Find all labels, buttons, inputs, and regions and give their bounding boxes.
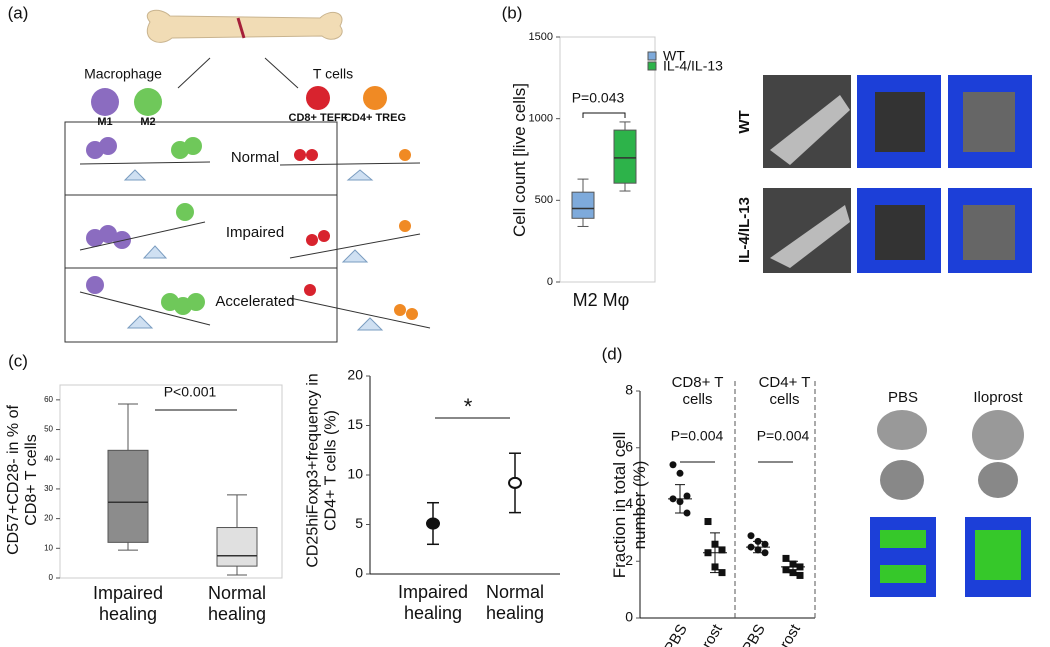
annotation-line — [582, 112, 626, 118]
data-point — [747, 532, 755, 540]
image-row-label: WT — [736, 110, 753, 133]
legend-swatch — [647, 61, 657, 71]
cell-label: CD4+ TREG — [344, 112, 406, 124]
panel-label: (c) — [8, 351, 28, 370]
data-point — [669, 461, 677, 469]
x-tick-label: PBS — [739, 621, 769, 647]
data-point — [761, 540, 769, 548]
box — [613, 129, 637, 184]
y-tick-label: 0 — [625, 609, 633, 625]
y-tick-label: 5 — [355, 515, 363, 531]
y-axis-title: CD57+CD28- in % of CD8+ T cells — [5, 405, 41, 555]
data-point — [683, 509, 691, 517]
x-axis-title: M2 Mφ — [573, 290, 630, 310]
legend-label: WT — [663, 48, 685, 64]
y-tick-label: 0 — [355, 565, 363, 581]
mean-marker — [508, 476, 522, 489]
y-tick-label: 1500 — [529, 31, 553, 43]
state-label: Normal — [231, 149, 279, 166]
y-tick-label: 15 — [347, 416, 363, 432]
x-tick-label: Iloprost — [765, 621, 805, 647]
y-tick-label: 4 — [625, 495, 633, 511]
y-tick-label: 6 — [625, 438, 633, 454]
y-tick-label: 0 — [547, 276, 553, 288]
panel-label: (a) — [8, 3, 29, 22]
x-tick-label: Impaired healing — [397, 582, 469, 623]
x-tick-label: Normal healing — [207, 583, 267, 624]
image-row-label: IL-4/IL-13 — [736, 197, 753, 263]
y-tick-label: 10 — [44, 543, 53, 552]
mean-marker — [426, 517, 440, 530]
arrow — [264, 57, 299, 89]
x-tick-label: PBS — [661, 621, 691, 647]
y-tick-label: 2 — [625, 552, 633, 568]
state-label: Impaired — [226, 224, 284, 241]
data-point — [782, 554, 790, 562]
diagram-box — [64, 121, 338, 343]
data-point — [704, 518, 712, 526]
x-tick-label: Normal healing — [485, 582, 545, 623]
box — [571, 191, 595, 219]
group-label: T cells — [313, 66, 353, 82]
legend-label: IL-4/IL-13 — [663, 58, 723, 74]
y-tick-label: 30 — [44, 484, 53, 493]
annotation: P=0.004 — [671, 428, 724, 444]
y-axis-title: Cell count [live cells] — [510, 83, 529, 238]
data-point — [718, 569, 726, 577]
y-tick-label: 20 — [347, 367, 363, 383]
state-label: Accelerated — [215, 293, 294, 310]
bone — [147, 9, 343, 43]
cell-label: M1 — [97, 116, 112, 128]
annotation: P<0.001 — [164, 384, 217, 400]
data-point — [683, 492, 691, 500]
y-axis-title: Fraction in total cell number (%) — [610, 431, 649, 579]
y-tick-label: 40 — [44, 454, 53, 463]
y-tick-label: 50 — [44, 425, 53, 434]
image-col-label: PBS — [888, 389, 918, 406]
data-point — [676, 469, 684, 477]
image-col-label: Iloprost — [973, 389, 1023, 406]
cell-icons — [79, 86, 431, 331]
data-point — [796, 571, 804, 579]
y-tick-label: 10 — [347, 466, 363, 482]
x-tick-label: Iloprost — [687, 621, 727, 647]
panel-label: (b) — [502, 3, 523, 22]
image-grid — [763, 75, 1032, 273]
y-axis-title: CD25hiFoxp3+frequency in CD4+ T cells (%… — [304, 372, 340, 568]
y-tick-label: 8 — [625, 382, 633, 398]
annotation: P=0.004 — [757, 428, 810, 444]
x-tick-label: Impaired healing — [92, 583, 164, 624]
group-label: CD4+ T cells — [758, 374, 811, 409]
plot-frame — [559, 36, 656, 283]
box — [216, 527, 258, 567]
y-tick-label: 20 — [44, 514, 53, 523]
y-tick-label: 0 — [49, 573, 54, 582]
panel-label: (d) — [602, 344, 623, 363]
annotation: * — [464, 394, 473, 419]
group-label: Macrophage — [84, 66, 162, 82]
group-label: CD8+ T cells — [671, 374, 724, 409]
box — [107, 449, 149, 543]
annotation: P=0.043 — [572, 90, 625, 106]
cell-label: M2 — [140, 116, 155, 128]
plot-frame — [59, 384, 283, 579]
legend-swatch — [647, 51, 657, 61]
micro-ct-images — [870, 410, 1031, 597]
y-tick-label: 1000 — [529, 113, 553, 125]
data-point — [782, 566, 790, 574]
data-point — [761, 549, 769, 557]
arrow — [177, 57, 211, 89]
y-tick-label: 60 — [44, 395, 53, 404]
y-tick-label: 500 — [535, 194, 553, 206]
data-point — [718, 546, 726, 554]
cell-label: CD8+ TEFF — [289, 112, 348, 124]
